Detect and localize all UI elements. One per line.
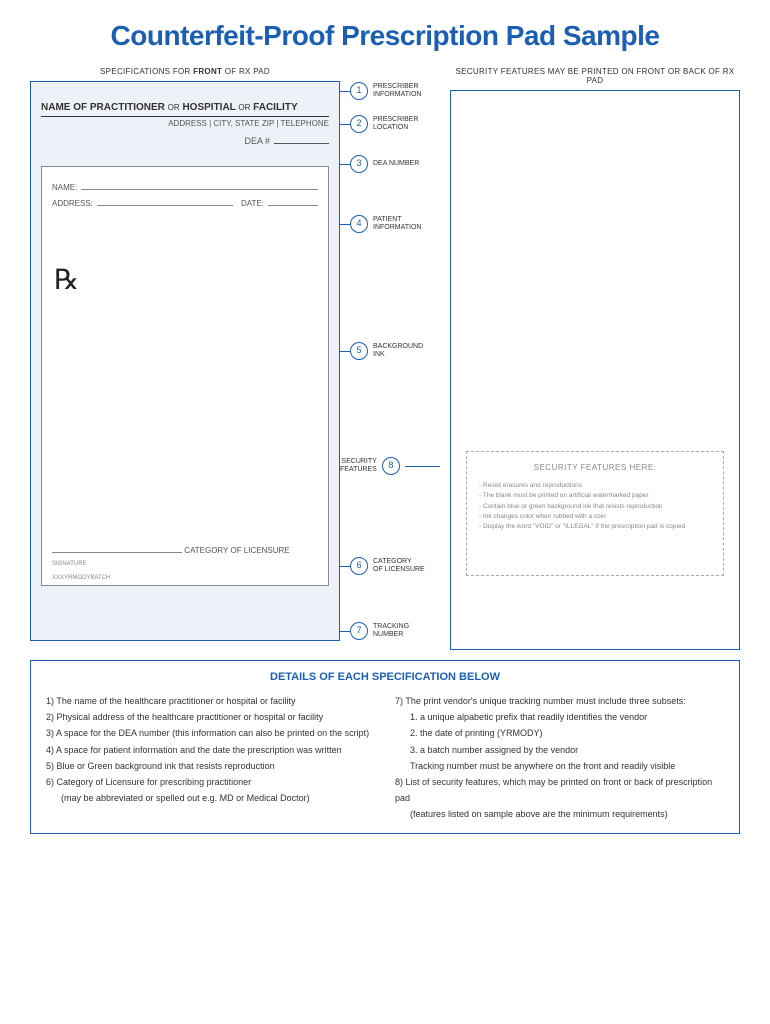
detail-sub: 1. a unique alpabetic prefix that readil… [395,709,724,725]
sec-item: - Resist erasures and reproductions [479,481,711,491]
sec-item: - Display the word "VOID" or "ILLEGAL" i… [479,522,711,532]
detail-item: 7) The print vendor's unique tracking nu… [395,693,724,709]
callout-6: 6CATEGORYOF LICENSURE [350,557,425,575]
dea-line: DEA # [41,136,329,146]
details-box: DETAILS OF EACH SPECIFICATION BELOW 1) T… [30,660,740,834]
category-licensure: CATEGORY OF LICENSURE [52,546,318,555]
callout-3: 3DEA NUMBER [350,155,419,173]
security-title: SECURITY FEATURES HERE: [479,462,711,475]
callout-2: 2PRESCRIBERLOCATION [350,115,419,133]
rx-symbol: ℞ [54,263,318,297]
rx-pad-back: SECURITY FEATURES HERE: - Resist erasure… [450,90,740,650]
right-header: SECURITY FEATURES MAY BE PRINTED ON FRON… [450,67,740,85]
rx-inner: NAME: ADDRESS: DATE: ℞ CATEGORY OF LICEN… [41,166,329,586]
security-features-box: SECURITY FEATURES HERE: - Resist erasure… [466,451,724,576]
sec-item: - The blank must be printed on artificia… [479,491,711,501]
callout-4: 4PATIENTINFORMATION [350,215,421,233]
details-right: 7) The print vendor's unique tracking nu… [395,693,724,823]
sec-item: - Contain blue or green background ink t… [479,502,711,512]
detail-sub: 2. the date of printing (YRMODY) [395,725,724,741]
detail-item: 6) Category of Licensure for prescribing… [46,774,375,790]
callout-7: 7TRACKINGNUMBER [350,622,409,640]
detail-sub: Tracking number must be anywhere on the … [395,758,724,774]
detail-sub: (features listed on sample above are the… [395,806,724,822]
left-header: SPECIFICATIONS FOR FRONT OF RX PAD [30,67,340,76]
detail-sub: (may be abbreviated or spelled out e.g. … [46,790,375,806]
date-label: DATE: [241,199,264,208]
page-title: Counterfeit-Proof Prescription Pad Sampl… [30,20,740,52]
name-label: NAME: [52,183,77,192]
diagram-section: SPECIFICATIONS FOR FRONT OF RX PAD NAME … [30,67,740,650]
signature-label: SIGNATURE [52,561,87,567]
detail-item: 3) A space for the DEA number (this info… [46,725,375,741]
callout-5: 5BACKGROUNDINK [350,342,423,360]
detail-item: 8) List of security features, which may … [395,774,724,806]
tracking-text: XXXYRMODYBATCH [52,575,110,581]
address-label: ADDRESS: [52,199,93,208]
detail-item: 2) Physical address of the healthcare pr… [46,709,375,725]
sec-item: - Ink changes color when rubbed with a c… [479,512,711,522]
detail-item: 1) The name of the healthcare practition… [46,693,375,709]
details-left: 1) The name of the healthcare practition… [46,693,375,823]
detail-item: 5) Blue or Green background ink that res… [46,758,375,774]
callout-1: 1PRESCRIBERINFORMATION [350,82,421,100]
address-line: ADDRESS | CITY, STATE ZIP | TELEPHONE [41,119,329,128]
callout-8: SECURITYFEATURES8 [340,457,400,475]
practitioner-line: NAME OF PRACTITIONER OR HOSPITIAL OR FAC… [41,102,329,117]
detail-item: 4) A space for patient information and t… [46,742,375,758]
details-title: DETAILS OF EACH SPECIFICATION BELOW [46,671,724,683]
detail-sub: 3. a batch number assigned by the vendor [395,742,724,758]
callouts-column: 1PRESCRIBERINFORMATION 2PRESCRIBERLOCATI… [350,67,440,650]
rx-pad-front: NAME OF PRACTITIONER OR HOSPITIAL OR FAC… [30,81,340,641]
